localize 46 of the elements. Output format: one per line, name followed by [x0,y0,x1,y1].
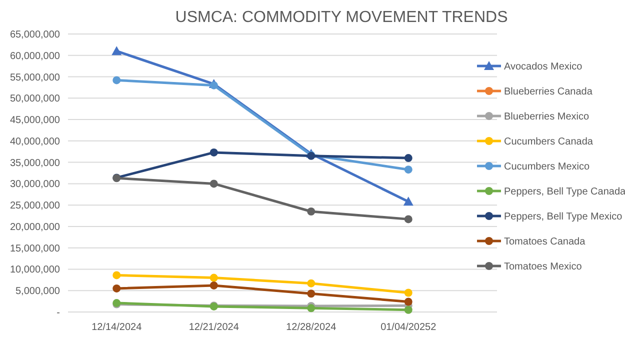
y-tick-label: 50,000,000 [10,94,60,105]
point [112,76,121,84]
point [404,154,412,162]
x-tick-label: 12/14/2024 [92,322,142,333]
y-tick-label: 10,000,000 [10,264,60,276]
y-tick-label: 35,000,000 [10,158,60,169]
y-tick-label: 20,000,000 [10,222,60,233]
point [307,290,316,298]
legend-label: Cucumbers Mexico [504,162,590,172]
y-tick-label: 45,000,000 [10,115,60,126]
y-tick-label: 65,000,000 [10,30,60,40]
point [210,274,218,282]
y-tick-label: 15,000,000 [10,243,60,254]
point [210,180,218,188]
x-tick-label: 01/04/20252 [380,322,437,333]
point [112,46,122,56]
legend-label: Tomatoes Canada [504,236,586,248]
point [210,281,218,290]
y-tick-label: 60,000,000 [10,50,60,62]
point [404,288,412,297]
point [404,298,412,306]
y-tick-label: 5,000,000 [16,286,60,298]
chart-title: USMCA: COMMODITY MOVEMENT TRENDS [175,9,508,26]
legend-label: Blueberries Mexico [504,112,590,122]
point [307,207,316,216]
legend-label: Blueberries Canada [504,86,593,98]
y-tick-label: 40,000,000 [10,136,60,148]
point [307,304,316,312]
point [112,284,121,292]
point [210,148,218,156]
legend-label: Avocados Mexico [504,62,583,72]
y-tick-label: 55,000,000 [10,72,60,84]
legend-label: Cucumbers Canada [504,136,594,148]
x-tick-label: 12/21/2024 [188,322,240,333]
point [403,196,414,206]
legend-label: Tomatoes Mexico [504,262,582,272]
point [404,215,412,224]
y-tick-label: 30,000,000 [10,179,60,190]
point [404,306,412,314]
y-tick-label: 25,000,000 [10,200,60,212]
x-tick-label: 12/28/2024 [286,322,337,333]
y-tick-label: - [56,308,60,318]
point [112,271,121,280]
point [404,166,412,174]
point [307,279,316,288]
legend-label: Peppers, Bell Type Mexico [504,212,623,222]
